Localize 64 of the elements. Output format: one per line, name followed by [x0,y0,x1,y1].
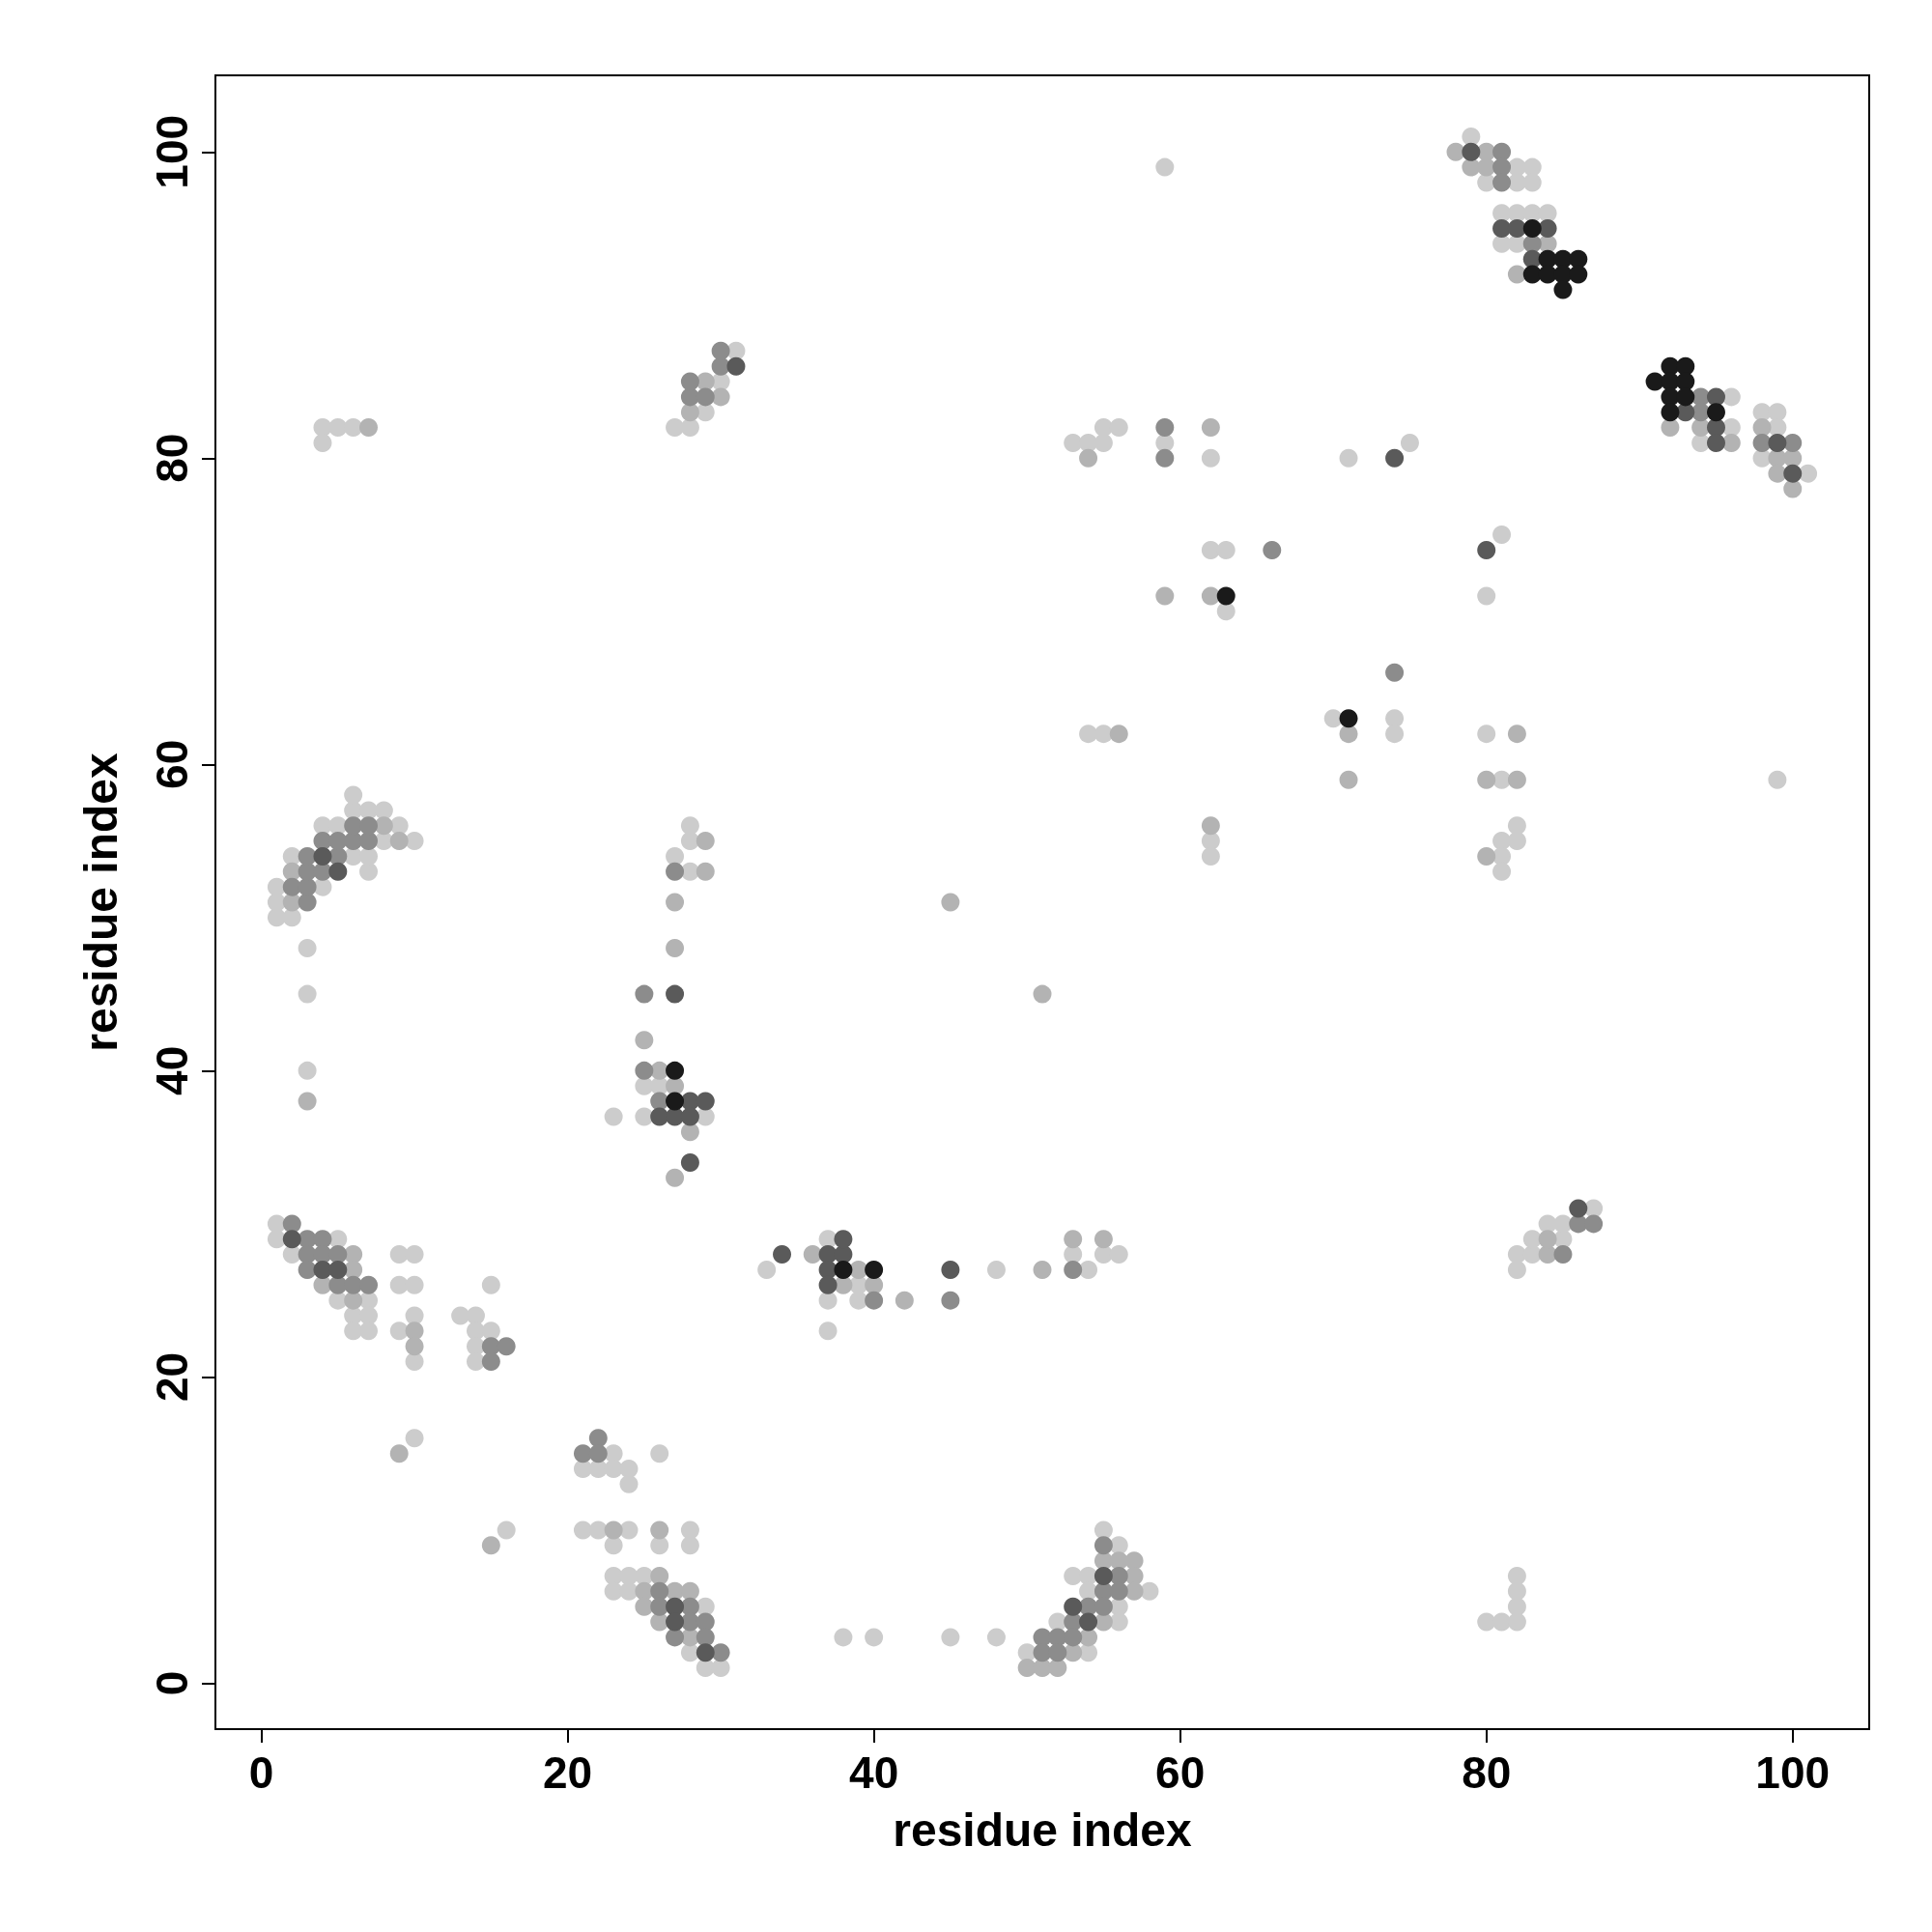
point [1768,433,1787,452]
point [1385,448,1405,468]
point [726,356,746,376]
y-tick-label: 20 [147,1351,197,1402]
x-tick-label: 40 [849,1747,899,1798]
point [282,1230,301,1249]
y-tick-label: 40 [147,1045,197,1095]
point [696,1643,715,1662]
point [834,1260,853,1279]
point [1216,586,1236,606]
point [1492,219,1512,239]
point [1676,356,1695,376]
x-tick-label: 20 [543,1747,593,1798]
point [313,846,332,866]
point [1507,219,1526,239]
y-tick-label: 60 [147,739,197,789]
point [1707,433,1725,452]
point [1676,372,1695,391]
point [680,1107,699,1126]
point [1676,387,1695,407]
point [865,1260,884,1279]
point [834,1230,853,1249]
y-tick-label: 80 [147,433,197,483]
point [1339,709,1358,728]
point [1094,1566,1113,1585]
point [666,984,685,1004]
point [666,1597,685,1616]
x-axis-title: residue index [893,1804,1193,1856]
point [1783,464,1803,483]
point [1645,372,1664,391]
point [1569,249,1588,269]
point [1707,403,1725,422]
point [1538,219,1557,239]
point [328,1260,348,1279]
point [1079,1612,1098,1632]
point [328,862,348,881]
point [1569,265,1588,284]
point [666,1612,685,1632]
point [1462,142,1481,161]
point [1064,1597,1083,1616]
point [941,1260,960,1279]
y-tick-label: 0 [147,1670,197,1696]
point [1538,265,1557,284]
point [1569,1199,1588,1218]
point [818,1275,838,1294]
x-tick-label: 0 [248,1747,274,1798]
point [666,1061,685,1080]
point [773,1245,792,1264]
y-tick-label: 100 [147,114,197,189]
point [1522,219,1542,239]
point [1707,387,1725,407]
point [680,1152,699,1172]
point [1477,540,1496,559]
x-tick-label: 60 [1155,1747,1206,1798]
y-axis-title: residue index [74,752,127,1052]
point [650,1107,669,1126]
point [1661,403,1680,422]
point [1522,265,1542,284]
point [313,1260,332,1279]
x-tick-label: 80 [1462,1747,1512,1798]
point [666,1092,685,1111]
x-tick-label: 100 [1755,1747,1831,1798]
point [696,1092,715,1111]
point [1553,280,1573,299]
